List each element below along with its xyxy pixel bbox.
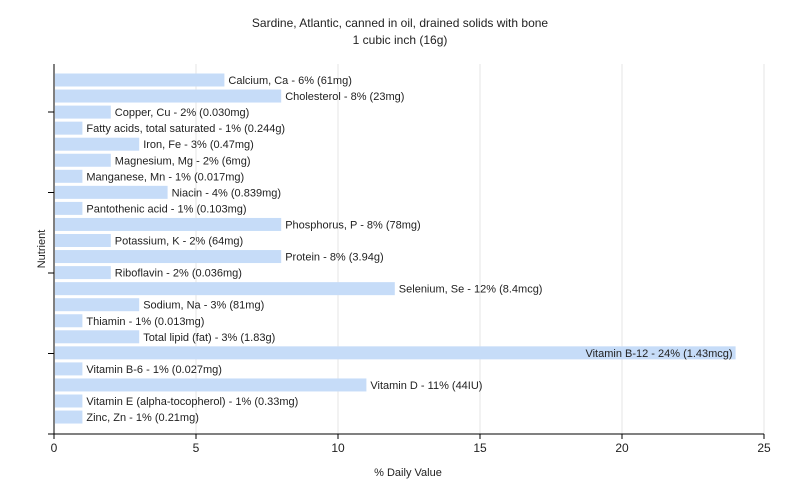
bar-8 [55, 201, 83, 215]
x-axis-title: % Daily Value [374, 467, 442, 479]
bar-label-16: Total lipid (fat) - 3% (1.83g) [143, 332, 275, 344]
x-tick-label-1: 5 [193, 441, 200, 455]
bar-label-2: Copper, Cu - 2% (0.030mg) [115, 107, 250, 119]
bar-13 [55, 282, 395, 296]
bar-label-8: Pantothenic acid - 1% (0.103mg) [86, 203, 246, 215]
bar-label-20: Vitamin E (alpha-tocopherol) - 1% (0.33m… [86, 396, 298, 408]
grid-lines [195, 64, 765, 434]
x-ticks: 0 5 10 15 20 25 [51, 434, 771, 455]
bar-16 [55, 330, 140, 344]
bar-2 [55, 105, 111, 119]
bar-18 [55, 362, 83, 376]
bar-label-21: Zinc, Zn - 1% (0.21mg) [86, 412, 198, 424]
x-tick-label-2: 10 [331, 441, 345, 455]
bars: Calcium, Ca - 6% (61mg) Cholesterol - 8% … [55, 73, 736, 424]
bar-label-10: Potassium, K - 2% (64mg) [115, 236, 243, 248]
bar-label-1: Cholesterol - 8% (23mg) [285, 91, 404, 103]
bar-20 [55, 394, 83, 408]
bar-1 [55, 89, 282, 103]
bar-3 [55, 121, 83, 135]
bar-19 [55, 378, 367, 392]
bar-17 [55, 346, 736, 360]
bar-6 [55, 169, 83, 183]
chart-subtitle: 1 cubic inch (16g) [353, 33, 448, 47]
bar-14 [55, 298, 140, 312]
bar-label-11: Protein - 8% (3.94g) [285, 252, 383, 264]
bar-7 [55, 185, 168, 199]
bar-label-6: Manganese, Mn - 1% (0.017mg) [86, 171, 244, 183]
bar-label-13: Selenium, Se - 12% (8.4mcg) [399, 284, 543, 296]
x-tick-label-0: 0 [51, 441, 58, 455]
bar-label-5: Magnesium, Mg - 2% (6mg) [115, 155, 251, 167]
bar-label-9: Phosphorus, P - 8% (78mg) [285, 219, 421, 231]
bar-12 [55, 266, 111, 280]
x-tick-label-3: 15 [473, 441, 487, 455]
y-axis-title: Nutrient [36, 230, 48, 269]
bar-label-7: Niacin - 4% (0.839mg) [172, 187, 281, 199]
bar-10 [55, 234, 111, 247]
x-tick-label-5: 25 [757, 441, 771, 455]
bar-4 [55, 137, 140, 151]
bar-0 [55, 73, 225, 87]
bar-label-12: Riboflavin - 2% (0.036mg) [115, 268, 242, 280]
bar-label-14: Sodium, Na - 3% (81mg) [143, 300, 264, 312]
bar-label-3: Fatty acids, total saturated - 1% (0.244… [86, 123, 285, 135]
axes [48, 64, 764, 435]
bar-21 [55, 410, 83, 424]
bar-label-0: Calcium, Ca - 6% (61mg) [228, 75, 351, 87]
bar-label-15: Thiamin - 1% (0.013mg) [86, 316, 204, 328]
bar-label-4: Iron, Fe - 3% (0.47mg) [143, 139, 254, 151]
bar-5 [55, 153, 111, 167]
bar-label-18: Vitamin B-6 - 1% (0.027mg) [86, 364, 222, 376]
bar-label-17: Vitamin B-12 - 24% (1.43mcg) [585, 348, 732, 360]
bar-9 [55, 217, 282, 231]
bar-11 [55, 250, 282, 264]
x-tick-label-4: 20 [615, 441, 629, 455]
bar-15 [55, 314, 83, 328]
chart-title: Sardine, Atlantic, canned in oil, draine… [252, 16, 549, 30]
bar-label-19: Vitamin D - 11% (44IU) [370, 380, 482, 392]
